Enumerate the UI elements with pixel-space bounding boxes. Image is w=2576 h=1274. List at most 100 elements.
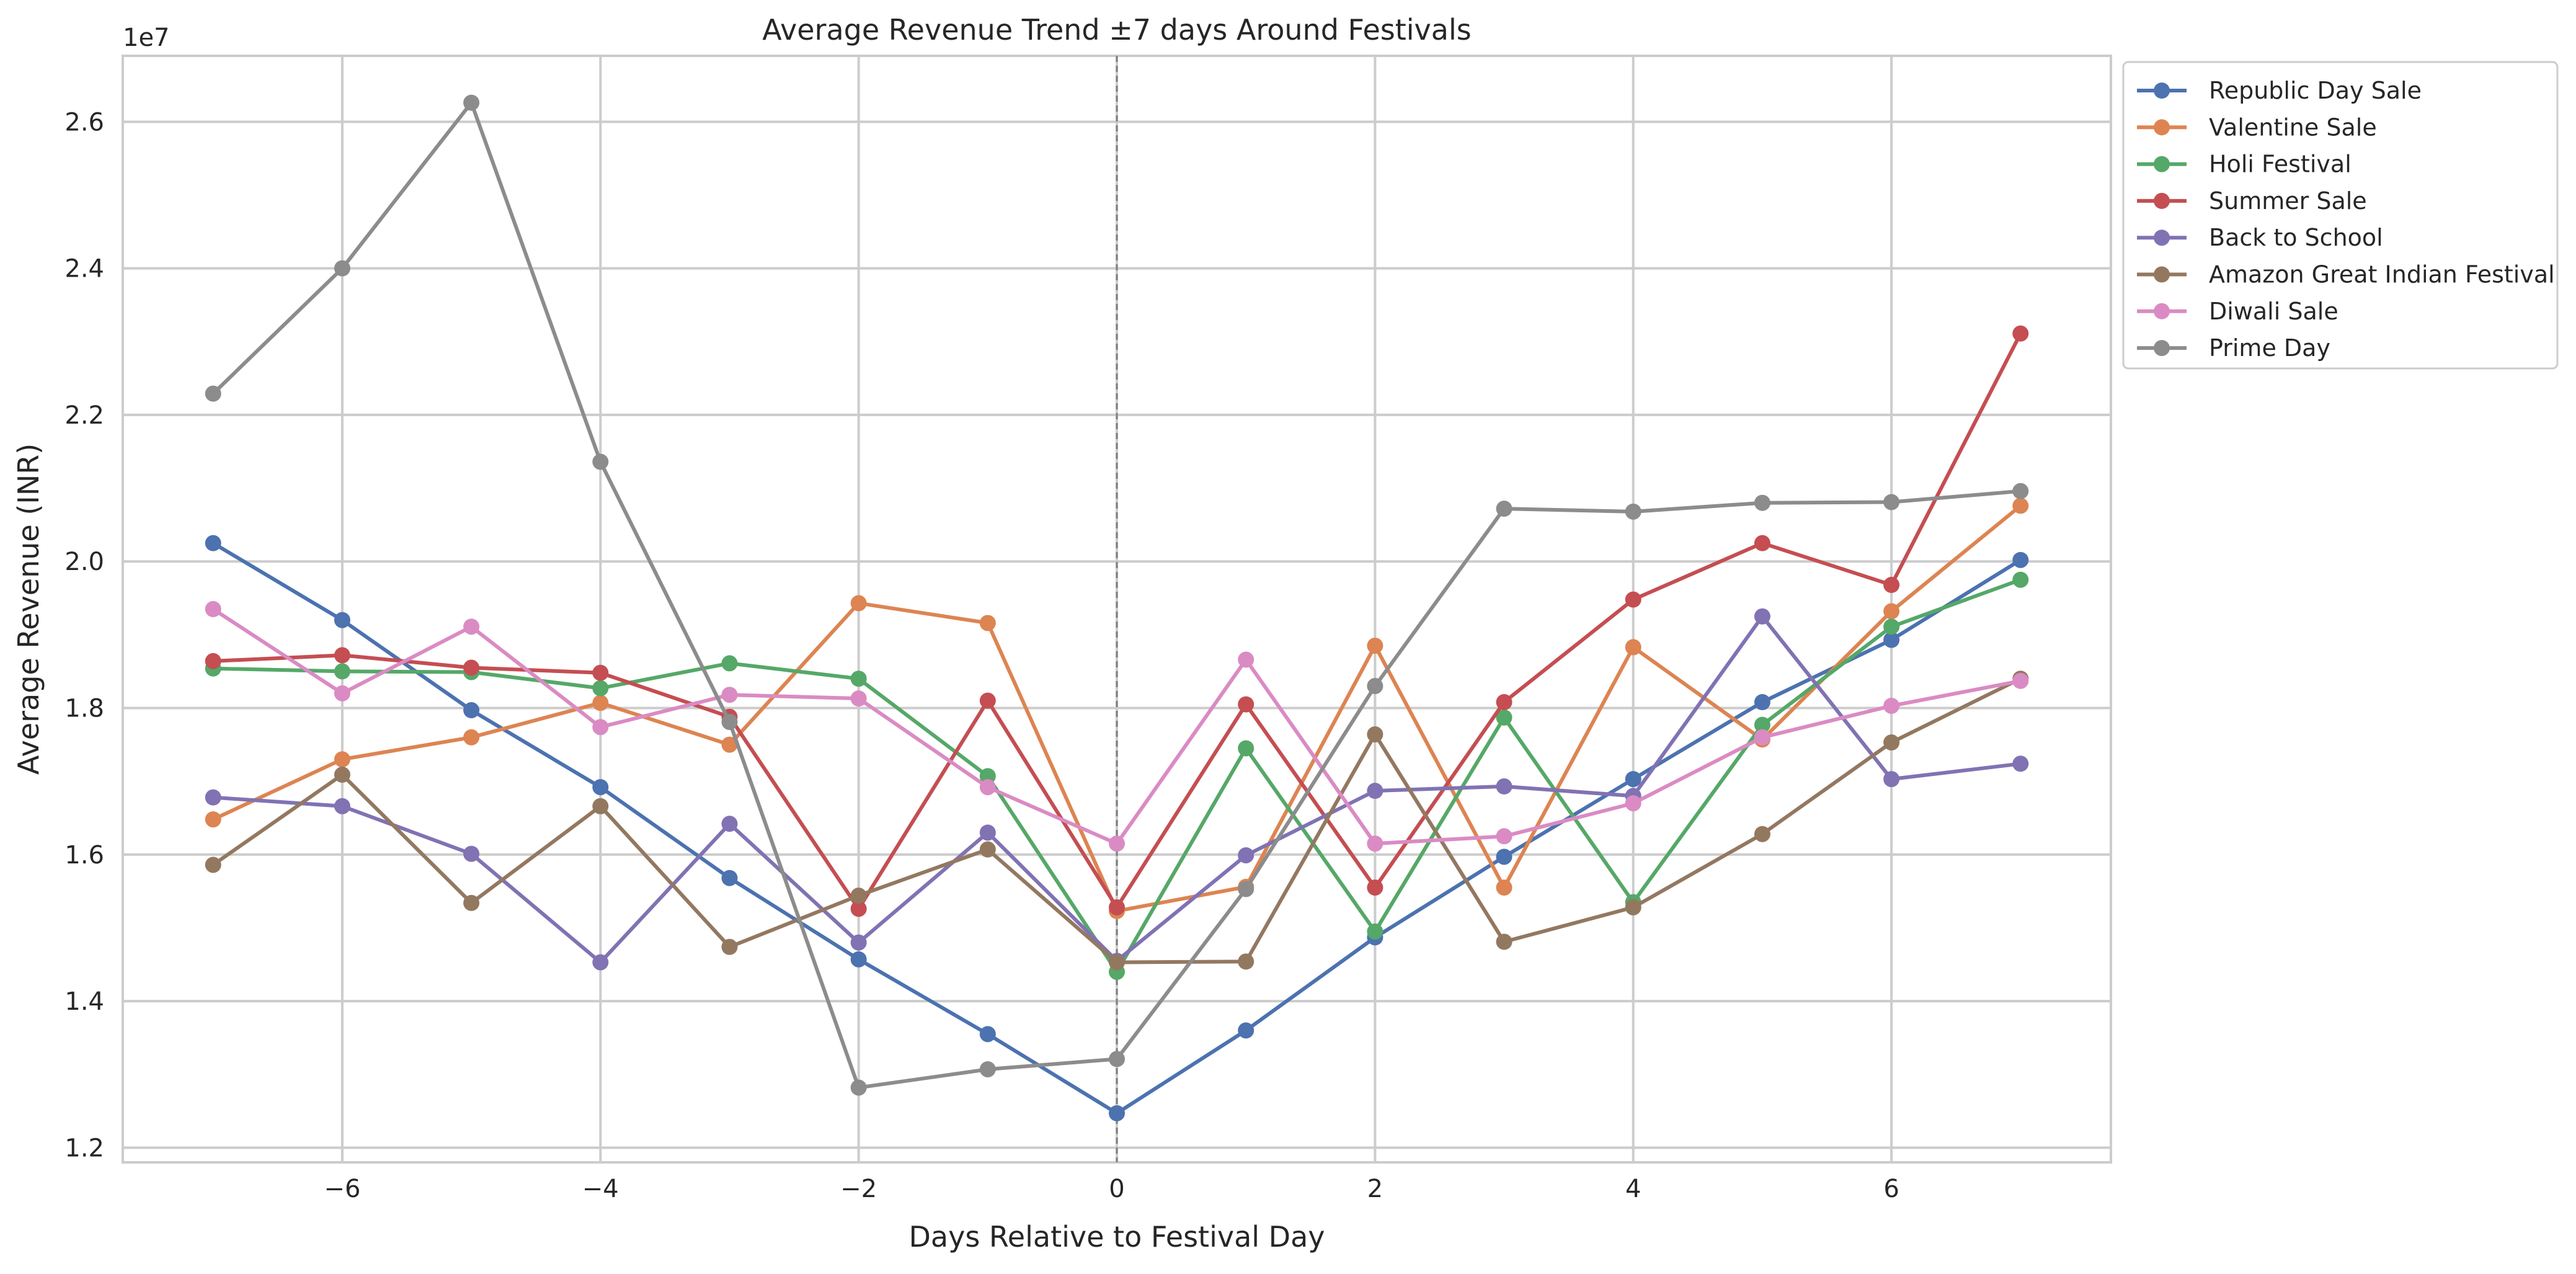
y-tick-label: 1.2 <box>64 1134 104 1162</box>
data-point <box>205 653 221 669</box>
legend-entry: Back to School <box>2209 224 2383 251</box>
series-layer <box>205 94 2029 1121</box>
data-point <box>1367 726 1383 743</box>
x-axis-ticks: −6 −4 −2 0 2 4 6 <box>324 1175 1899 1203</box>
data-point <box>1238 740 1255 757</box>
y-tick-label: 1.8 <box>64 694 104 723</box>
data-point <box>979 824 996 841</box>
data-point <box>334 612 350 628</box>
data-point <box>2012 755 2029 772</box>
data-point <box>1496 709 1512 726</box>
data-point <box>1367 783 1383 800</box>
data-point <box>1238 1022 1255 1039</box>
x-tick-label: −2 <box>840 1175 877 1203</box>
data-point <box>1754 608 1770 625</box>
data-point <box>2012 571 2029 588</box>
y-tick-label: 2.4 <box>64 255 104 283</box>
data-point <box>979 1061 996 1077</box>
x-tick-label: 6 <box>1883 1175 1899 1203</box>
data-point <box>205 535 221 551</box>
data-point <box>1109 954 1125 971</box>
data-point <box>1109 899 1125 915</box>
y-axis-label: Average Revenue (INR) <box>12 443 45 775</box>
data-point <box>1109 835 1125 852</box>
data-point <box>1754 494 1770 511</box>
x-tick-label: −6 <box>324 1175 360 1203</box>
data-point <box>1238 651 1255 668</box>
data-point <box>205 811 221 828</box>
data-point <box>463 659 480 676</box>
legend-entry: Amazon Great Indian Festival <box>2209 261 2555 288</box>
data-point <box>850 951 867 968</box>
legend: Republic Day Sale Valentine Sale Holi Fest… <box>2122 61 2559 370</box>
data-point <box>205 789 221 806</box>
data-point <box>463 729 480 746</box>
legend-marker <box>2154 119 2170 136</box>
data-point <box>592 719 609 736</box>
data-point <box>2012 483 2029 499</box>
data-point <box>979 692 996 709</box>
data-point <box>1496 849 1512 865</box>
data-point <box>1883 618 1900 635</box>
data-point <box>463 894 480 911</box>
y-tick-label: 2.2 <box>64 401 104 430</box>
data-point <box>979 615 996 631</box>
data-point <box>1625 503 1641 520</box>
data-point <box>1238 953 1255 970</box>
data-point <box>979 841 996 858</box>
data-point <box>463 702 480 719</box>
y-tick-label: 2.0 <box>64 548 104 576</box>
data-point <box>1367 638 1383 654</box>
data-point <box>334 647 350 664</box>
legend-entry: Valentine Sale <box>2209 114 2377 141</box>
data-point <box>592 798 609 814</box>
data-point <box>850 690 867 707</box>
data-point <box>1625 591 1641 608</box>
legend-marker <box>2154 156 2170 172</box>
data-point <box>1625 771 1641 788</box>
data-point <box>2012 551 2029 568</box>
legend-entry: Republic Day Sale <box>2209 77 2422 104</box>
data-point <box>1109 1051 1125 1067</box>
data-point <box>205 385 221 402</box>
legend-marker <box>2154 340 2170 357</box>
data-point <box>850 887 867 904</box>
data-point <box>2012 325 2029 342</box>
data-point <box>205 601 221 617</box>
data-point <box>850 934 867 951</box>
data-point <box>592 680 609 697</box>
data-point <box>463 94 480 111</box>
data-point <box>1496 778 1512 795</box>
legend-marker <box>2154 266 2170 283</box>
data-point <box>1625 639 1641 656</box>
y-tick-label: 2.6 <box>64 108 104 136</box>
data-point <box>592 664 609 681</box>
series-3 <box>205 325 2029 917</box>
series-6 <box>205 601 2029 852</box>
data-point <box>1883 494 1900 510</box>
legend-marker <box>2154 229 2170 246</box>
data-point <box>1496 501 1512 517</box>
y-tick-label: 1.4 <box>64 987 104 1016</box>
legend-entry: Prime Day <box>2209 334 2330 362</box>
data-point <box>1754 694 1770 711</box>
data-point <box>1754 826 1770 842</box>
data-point <box>1754 535 1770 551</box>
data-point <box>334 685 350 702</box>
legend-entry: Diwali Sale <box>2209 298 2338 325</box>
data-point <box>721 816 738 832</box>
y-tick-label: 1.6 <box>64 841 104 870</box>
x-tick-label: 0 <box>1109 1175 1124 1203</box>
data-point <box>334 751 350 768</box>
data-point <box>1883 697 1900 714</box>
data-point <box>979 1026 996 1043</box>
data-point <box>1496 879 1512 896</box>
data-point <box>721 736 738 753</box>
data-point <box>1367 923 1383 940</box>
data-point <box>334 798 350 814</box>
data-point <box>2012 497 2029 514</box>
data-point <box>1883 603 1900 620</box>
legend-marker <box>2154 192 2170 209</box>
y-axis-offset-label: 1e7 <box>123 24 170 52</box>
